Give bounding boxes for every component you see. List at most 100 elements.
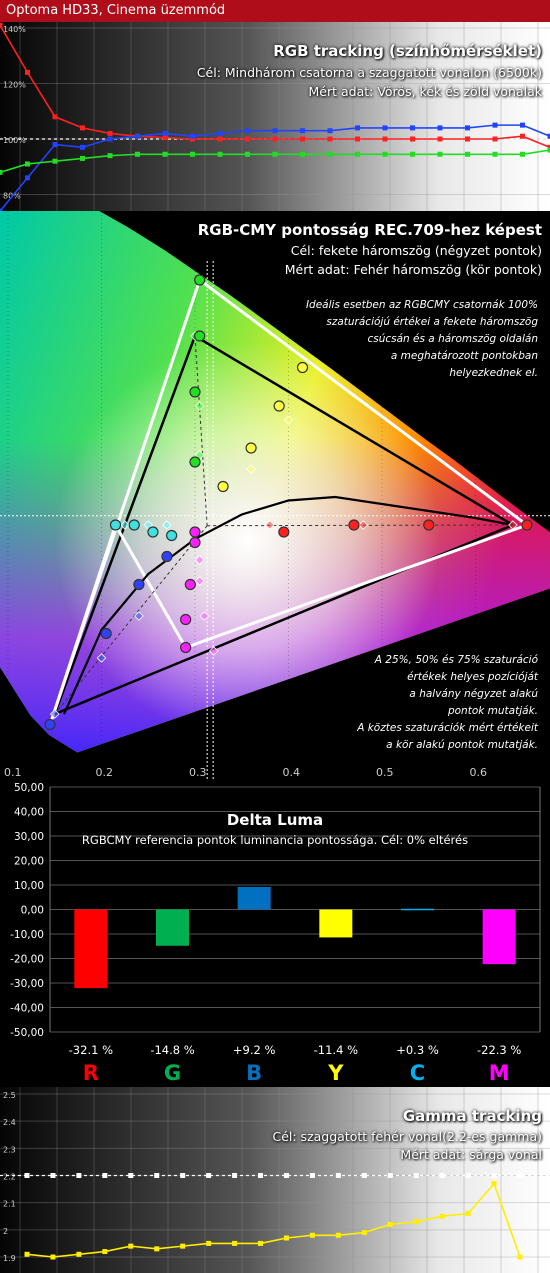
luma-category-label: C xyxy=(410,1061,425,1085)
gamma-background xyxy=(0,1087,550,1273)
cie-measured-point xyxy=(296,361,309,374)
rgb-data-point xyxy=(162,151,168,157)
gamma-data-point xyxy=(309,1232,315,1238)
luma-ytick-label: -20,00 xyxy=(10,954,44,966)
gamma-data-point xyxy=(517,1254,523,1260)
rgb-data-point xyxy=(465,136,470,142)
gamma-target-point xyxy=(517,1173,523,1178)
cie-target-point xyxy=(134,611,144,621)
gamma-series-line xyxy=(26,1182,521,1258)
cie-measured-point xyxy=(194,330,206,342)
gamma-data-point xyxy=(232,1240,238,1246)
delta-luma-panel: 50,00 40,00 30,00 20,00 10,00 0,00 -10,00 -20,0… xyxy=(0,779,550,1087)
cie-target-point xyxy=(246,464,256,474)
gamma-target-point xyxy=(102,1173,108,1178)
gamma-target-point xyxy=(413,1173,419,1178)
cie-target-point xyxy=(120,520,130,530)
rgb-data-point xyxy=(190,151,195,157)
cie-note-ideal: Ideális esetben az RGBCMY csatornák 100%… xyxy=(305,299,538,379)
luma-ytick-label: 10,00 xyxy=(14,880,44,892)
cie-chart: 0.1 0.2 0.3 0.4 0.5 0.6 xyxy=(0,211,550,779)
luma-ytick-label: -30,00 xyxy=(10,978,44,990)
cie-measured-point xyxy=(273,400,285,412)
rgb-data-point xyxy=(327,128,333,134)
rgb-data-point xyxy=(520,151,525,157)
rgb-data-point xyxy=(355,151,360,157)
gamma-target-point xyxy=(439,1173,445,1178)
rgb-target-text: Cél: Mindhárom csatorna a szaggatott von… xyxy=(196,65,542,80)
rgb-data-point xyxy=(272,151,278,157)
luma-bar xyxy=(74,909,108,989)
rgb-data-point xyxy=(437,125,443,131)
cie-target-point xyxy=(199,611,210,621)
rgb-data-point xyxy=(300,136,305,142)
gamma-target-point xyxy=(24,1173,30,1178)
rgb-data-point xyxy=(190,133,195,139)
rgb-data-point xyxy=(52,158,58,164)
gamma-data-point xyxy=(206,1240,212,1246)
luma-value-label: -32.1 % xyxy=(69,1043,113,1057)
rgb-data-point xyxy=(217,136,223,142)
luma-ytick-label: -50,00 xyxy=(10,1027,44,1039)
luma-category-label: R xyxy=(83,1061,99,1085)
cie-measured-point xyxy=(521,519,533,531)
cie-measured-point xyxy=(194,274,206,286)
cie-measured-text: Mért adat: Fehér háromszög (kör pontok) xyxy=(284,262,542,277)
cie-saturation-line xyxy=(54,525,208,715)
page-title: Optoma HD33, Cinema üzemmód xyxy=(0,0,550,22)
rgb-ytick-label: 100% xyxy=(3,136,26,145)
cie-measured-point xyxy=(166,529,178,542)
gamma-data-point xyxy=(413,1219,419,1225)
luma-value-label: -11.4 % xyxy=(314,1043,358,1057)
cie-measured-point xyxy=(189,536,201,549)
rgb-data-point xyxy=(410,136,415,142)
gamma-target-point xyxy=(491,1173,497,1178)
luma-bar xyxy=(401,908,434,911)
gamma-target-point xyxy=(76,1173,82,1178)
luma-bar xyxy=(237,886,271,910)
luma-ytick-label: 30,00 xyxy=(14,831,44,843)
gamma-data-point xyxy=(180,1243,186,1249)
cie-measured-point xyxy=(180,613,192,626)
cie-measured-point xyxy=(189,526,201,538)
cie-target-point xyxy=(358,520,369,530)
cie-xtick-label: 0.4 xyxy=(283,766,301,779)
gamma-ytick-label: 2.3 xyxy=(3,1145,16,1154)
cie-measured-point xyxy=(100,627,112,640)
luma-category-label: M xyxy=(489,1061,510,1085)
luma-ytick-label: 20,00 xyxy=(14,856,44,868)
cie-measured-point xyxy=(161,550,173,563)
gamma-measured-text: Mért adat: sárga vonal xyxy=(400,1147,542,1162)
rgb-data-point xyxy=(25,175,30,181)
gamma-data-point xyxy=(439,1213,445,1219)
cie-measured-point xyxy=(245,442,257,454)
cie-measured-point xyxy=(189,456,201,468)
cie-measured-point xyxy=(348,519,360,531)
cie-measured-point xyxy=(133,578,145,591)
rgb-data-point xyxy=(245,136,250,142)
rgb-tracking-chart: 140%120%100%80% xyxy=(0,22,550,211)
rgb-data-point xyxy=(410,125,415,131)
gamma-data-point xyxy=(24,1251,30,1257)
gamma-target-point xyxy=(387,1173,393,1178)
gamma-data-point xyxy=(335,1232,341,1238)
luma-value-label: -14.8 % xyxy=(150,1043,194,1057)
gamma-target-point xyxy=(335,1173,341,1178)
cie-xtick-label: 0.6 xyxy=(470,766,488,779)
cie-xtick-label: 0.3 xyxy=(189,766,207,779)
rgb-data-point xyxy=(382,151,388,157)
gamma-target-point xyxy=(361,1173,367,1178)
rgb-title: RGB tracking (színhőmérséklet) xyxy=(273,42,542,60)
gamma-target-point xyxy=(465,1173,471,1178)
cie-target-point xyxy=(283,415,294,425)
cie-measured-point xyxy=(44,718,56,731)
rgb-data-point xyxy=(492,136,498,142)
cie-measured-point xyxy=(109,519,122,531)
rgb-data-point xyxy=(107,153,113,159)
rgb-data-point xyxy=(0,22,3,28)
cie-measured-point xyxy=(189,386,201,398)
cie-target-point xyxy=(194,576,205,586)
rgb-data-point xyxy=(547,147,550,153)
gamma-ytick-label: 2 xyxy=(3,1227,8,1236)
rgb-data-point xyxy=(0,169,3,175)
